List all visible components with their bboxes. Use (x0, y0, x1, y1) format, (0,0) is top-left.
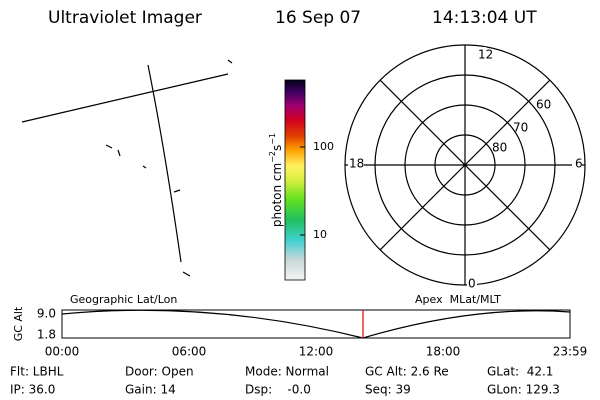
mlt-label: 12 (478, 48, 493, 62)
info-field: Dsp: -0.0 (245, 383, 311, 397)
alt-x-tick-label: 23:59 (553, 345, 588, 359)
alt-left-label: Geographic Lat/Lon (70, 293, 177, 306)
date: 16 Sep 07 (275, 8, 361, 28)
info-block: Flt: LBHL Door: Open Mode: Normal GC Alt: 2… (10, 365, 560, 397)
unit-exp: −2 (268, 151, 277, 163)
unit: photon cm (270, 163, 284, 227)
unit: s (270, 145, 284, 151)
alt-x-tick-label: 06:00 (172, 345, 207, 359)
info-field: Gain: 14 (125, 383, 176, 397)
lat-label: 60 (536, 98, 551, 112)
alt-box (61, 309, 571, 339)
info-field: Mode: Normal (245, 365, 329, 379)
info-field: GLat: 42.1 (487, 365, 553, 379)
time: 14:13:04 UT (432, 8, 537, 28)
alt-curve (61, 309, 571, 339)
info-field: GC Alt: 2.6 Re (365, 365, 449, 379)
unit-exp: −1 (268, 133, 277, 145)
title: Ultraviolet Imager (48, 8, 202, 28)
alt-tick-label: 9.0 (37, 307, 56, 321)
info-field: GLon: 129.3 (487, 383, 560, 397)
info-field: Flt: LBHL (10, 365, 64, 379)
mlt-label: 6 (575, 157, 583, 171)
lat-label: 70 (513, 121, 528, 135)
alt-x-ticks: 00:00 06:00 12:00 18:00 23:59 (45, 345, 588, 359)
info-field: Seq: 39 (365, 383, 411, 397)
mlt-label: 0 (468, 277, 476, 291)
polar-grid (344, 44, 586, 286)
colorbar-label: photon cm−2s−1 (268, 133, 284, 227)
info-field: IP: 36.0 (10, 383, 55, 397)
lat-label: 80 (492, 141, 507, 155)
alt-x-tick-label: 12:00 (299, 345, 334, 359)
mlt-label: 18 (349, 157, 364, 171)
alt-tick-label: 1.8 (37, 328, 56, 342)
colorbar (284, 79, 306, 281)
alt-y-title: GC Alt (12, 306, 25, 341)
alt-x-tick-label: 00:00 (45, 345, 80, 359)
colorbar-tick-label: 100 (313, 140, 334, 153)
alt-x-tick-label: 18:00 (426, 345, 461, 359)
colorbar-tick-label: 10 (313, 228, 327, 241)
geo-lines (21, 59, 233, 277)
info-field: Door: Open (125, 365, 194, 379)
alt-right-label: Apex MLat/MLT (415, 293, 501, 306)
